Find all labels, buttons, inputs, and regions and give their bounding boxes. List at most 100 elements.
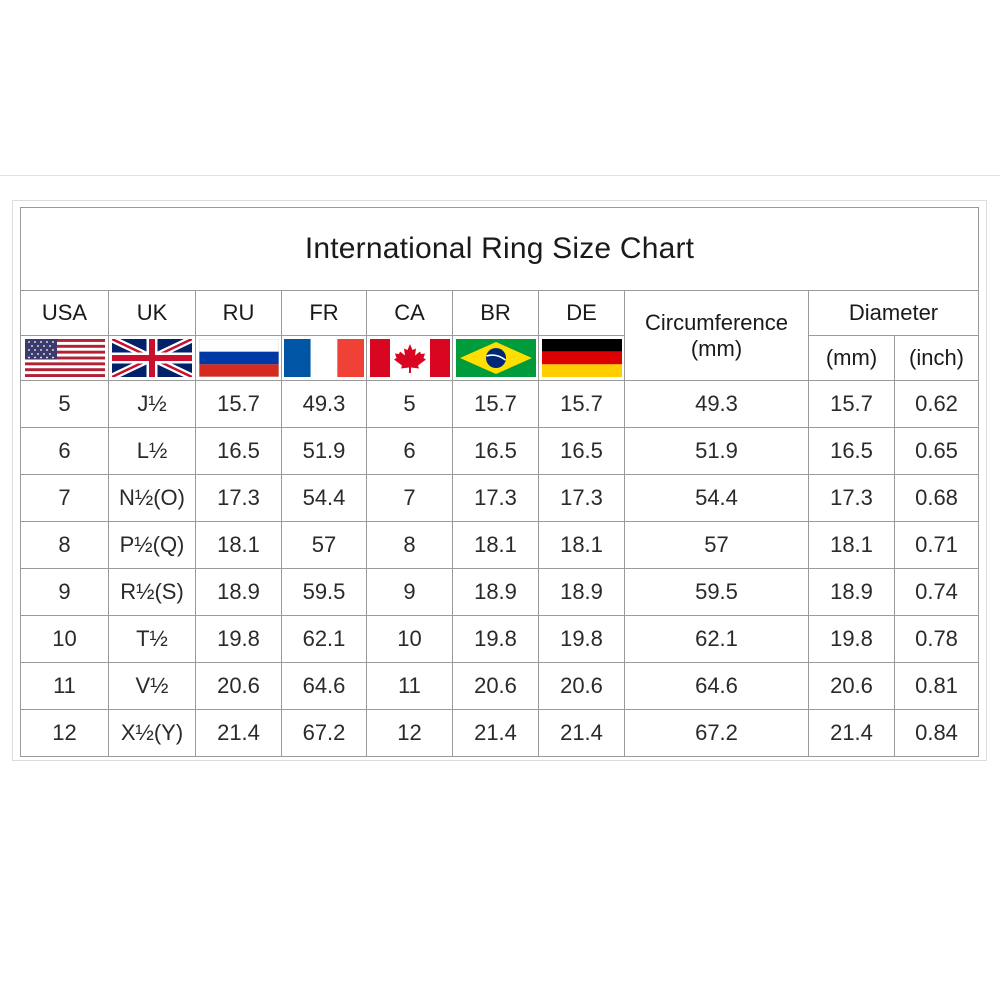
russia-flag-icon bbox=[198, 339, 279, 377]
circumference-unit: (mm) bbox=[690, 335, 743, 361]
cell-ca: 5 bbox=[366, 380, 453, 428]
flag-cell-fr bbox=[281, 335, 367, 381]
cell-de: 16.5 bbox=[538, 427, 625, 475]
header-br: BR bbox=[452, 290, 539, 336]
table-row: 7 N½(O) 17.3 54.4 7 17.3 17.3 54.4 17.3 0.68 bbox=[20, 474, 980, 522]
chart-title: International Ring Size Chart bbox=[19, 207, 980, 291]
table-row: 6 L½ 16.5 51.9 6 16.5 16.5 51.9 16.5 0.65 bbox=[20, 427, 980, 475]
header-ru: RU bbox=[195, 290, 282, 336]
cell-uk: J½ bbox=[108, 380, 196, 428]
cell-br: 15.7 bbox=[452, 380, 539, 428]
cell-br: 18.1 bbox=[452, 521, 539, 569]
size-rows: 5 J½ 15.7 49.3 5 15.7 15.7 49.3 15.7 0.62 6 L½ 16.5 5… bbox=[20, 380, 980, 757]
cell-ru: 17.3 bbox=[195, 474, 282, 522]
cell-dinch: 0.71 bbox=[893, 521, 980, 569]
cell-br: 17.3 bbox=[452, 474, 539, 522]
ring-size-table: International Ring Size Chart USA UK RU … bbox=[19, 207, 980, 757]
cell-circ: 59.5 bbox=[624, 568, 809, 616]
cell-ca: 8 bbox=[366, 521, 453, 569]
cell-de: 15.7 bbox=[538, 380, 625, 428]
france-flag-icon bbox=[284, 339, 364, 377]
cell-fr: 49.3 bbox=[281, 380, 367, 428]
cell-circ: 49.3 bbox=[624, 380, 809, 428]
cell-ca: 12 bbox=[366, 709, 453, 757]
cell-fr: 62.1 bbox=[281, 615, 367, 663]
table-row: 9 R½(S) 18.9 59.5 9 18.9 18.9 59.5 18.9 0.74 bbox=[20, 568, 980, 616]
table-row: 8 P½(Q) 18.1 57 8 18.1 18.1 57 18.1 0.71 bbox=[20, 521, 980, 569]
cell-dinch: 0.62 bbox=[893, 380, 980, 428]
cell-dmm: 19.8 bbox=[808, 615, 895, 663]
cell-uk: T½ bbox=[108, 615, 196, 663]
cell-br: 19.8 bbox=[452, 615, 539, 663]
flag-cell-uk bbox=[108, 335, 196, 381]
cell-dmm: 21.4 bbox=[808, 709, 895, 757]
table-row: 11 V½ 20.6 64.6 11 20.6 20.6 64.6 20.6 0.81 bbox=[20, 662, 980, 710]
cell-ru: 20.6 bbox=[195, 662, 282, 710]
header-diameter-inch: (inch) bbox=[893, 335, 980, 381]
header-circumference: Circumference (mm) bbox=[624, 290, 809, 381]
cell-de: 18.9 bbox=[538, 568, 625, 616]
cell-usa: 12 bbox=[20, 709, 109, 757]
cell-dinch: 0.81 bbox=[893, 662, 980, 710]
cell-br: 21.4 bbox=[452, 709, 539, 757]
cell-ca: 6 bbox=[366, 427, 453, 475]
header-diameter-mm: (mm) bbox=[808, 335, 895, 381]
cell-de: 17.3 bbox=[538, 474, 625, 522]
cell-dinch: 0.65 bbox=[893, 427, 980, 475]
cell-dmm: 18.1 bbox=[808, 521, 895, 569]
cell-ca: 11 bbox=[366, 662, 453, 710]
cell-fr: 59.5 bbox=[281, 568, 367, 616]
header-usa: USA bbox=[20, 290, 109, 336]
cell-ru: 18.1 bbox=[195, 521, 282, 569]
cell-dmm: 18.9 bbox=[808, 568, 895, 616]
cell-fr: 67.2 bbox=[281, 709, 367, 757]
cell-fr: 57 bbox=[281, 521, 367, 569]
cell-ru: 21.4 bbox=[195, 709, 282, 757]
cell-uk: N½(O) bbox=[108, 474, 196, 522]
cell-ru: 16.5 bbox=[195, 427, 282, 475]
cell-uk: L½ bbox=[108, 427, 196, 475]
cell-uk: R½(S) bbox=[108, 568, 196, 616]
cell-ru: 15.7 bbox=[195, 380, 282, 428]
top-divider bbox=[0, 175, 1000, 176]
cell-ru: 18.9 bbox=[195, 568, 282, 616]
header-fr: FR bbox=[281, 290, 367, 336]
cell-circ: 54.4 bbox=[624, 474, 809, 522]
cell-usa: 5 bbox=[20, 380, 109, 428]
cell-usa: 6 bbox=[20, 427, 109, 475]
cell-dinch: 0.78 bbox=[893, 615, 980, 663]
cell-br: 20.6 bbox=[452, 662, 539, 710]
cell-fr: 54.4 bbox=[281, 474, 367, 522]
table-row: 10 T½ 19.8 62.1 10 19.8 19.8 62.1 19.8 0.78 bbox=[20, 615, 980, 663]
cell-circ: 51.9 bbox=[624, 427, 809, 475]
cell-de: 21.4 bbox=[538, 709, 625, 757]
cell-usa: 8 bbox=[20, 521, 109, 569]
cell-dmm: 15.7 bbox=[808, 380, 895, 428]
flag-cell-usa bbox=[20, 335, 109, 381]
cell-dmm: 16.5 bbox=[808, 427, 895, 475]
cell-uk: V½ bbox=[108, 662, 196, 710]
cell-dinch: 0.84 bbox=[893, 709, 980, 757]
table-row: 5 J½ 15.7 49.3 5 15.7 15.7 49.3 15.7 0.62 bbox=[20, 380, 980, 428]
cell-fr: 51.9 bbox=[281, 427, 367, 475]
header-de: DE bbox=[538, 290, 625, 336]
circumference-label: Circumference bbox=[644, 309, 789, 335]
table-row: 12 X½(Y) 21.4 67.2 12 21.4 21.4 67.2 21.4 0.84 bbox=[20, 709, 980, 757]
cell-ca: 9 bbox=[366, 568, 453, 616]
cell-fr: 64.6 bbox=[281, 662, 367, 710]
cell-uk: P½(Q) bbox=[108, 521, 196, 569]
cell-dinch: 0.74 bbox=[893, 568, 980, 616]
cell-circ: 57 bbox=[624, 521, 809, 569]
cell-usa: 10 bbox=[20, 615, 109, 663]
cell-ca: 7 bbox=[366, 474, 453, 522]
flag-cell-br bbox=[452, 335, 539, 381]
cell-de: 19.8 bbox=[538, 615, 625, 663]
cell-usa: 11 bbox=[20, 662, 109, 710]
germany-flag-icon bbox=[541, 339, 622, 377]
cell-de: 20.6 bbox=[538, 662, 625, 710]
cell-dinch: 0.68 bbox=[893, 474, 980, 522]
cell-circ: 62.1 bbox=[624, 615, 809, 663]
cell-ru: 19.8 bbox=[195, 615, 282, 663]
cell-br: 18.9 bbox=[452, 568, 539, 616]
header-ca: CA bbox=[366, 290, 453, 336]
